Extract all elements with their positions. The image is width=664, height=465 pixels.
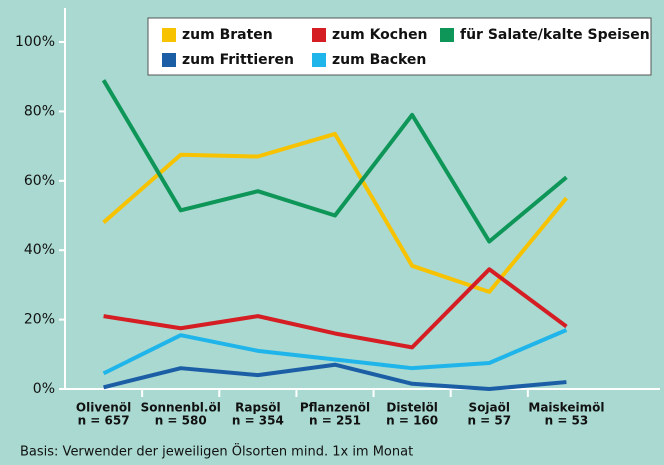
- y-tick-label: 20%: [24, 312, 55, 328]
- legend-label: zum Braten: [182, 27, 273, 43]
- x-tick-label: n = 354: [232, 414, 284, 428]
- x-tick-label: n = 57: [467, 414, 511, 428]
- x-tick-label: Maiskeimöl: [528, 401, 604, 415]
- x-tick-label: Olivenöl: [76, 401, 131, 415]
- x-tick-label: Pflanzenöl: [300, 401, 370, 415]
- x-tick-label: Distelöl: [386, 401, 438, 415]
- y-tick-label: 60%: [24, 173, 55, 189]
- legend-swatch: [440, 28, 454, 42]
- line-series: [101, 79, 568, 244]
- note: Basis: Verwender der jeweiligen Ölsorten…: [20, 443, 413, 460]
- legend-swatch: [312, 53, 326, 67]
- x-tick-label: n = 580: [155, 414, 207, 428]
- legend-swatch: [312, 28, 326, 42]
- legend-swatch: [162, 28, 176, 42]
- y-tick-label: 0%: [33, 381, 55, 397]
- line-series: [102, 328, 568, 376]
- x-tick-label: Rapsöl: [235, 401, 280, 415]
- y-tick-label: 80%: [24, 103, 55, 119]
- legend-label: zum Backen: [332, 52, 426, 68]
- line-series: [102, 131, 568, 294]
- x-tick-label: Sojaöl: [469, 401, 510, 415]
- legend-swatch: [162, 53, 176, 67]
- y-tick-label: 100%: [15, 34, 55, 50]
- legend-box: [147, 17, 652, 76]
- x-tick-label: n = 251: [309, 414, 361, 428]
- legend-label: für Salate/kalte Speisen: [460, 27, 650, 43]
- line-series: [103, 362, 567, 391]
- x-tick-label: Sonnenbl.öl: [141, 401, 221, 415]
- legend-label: zum Frittieren: [182, 52, 294, 68]
- x-tick-label: n = 657: [78, 414, 130, 428]
- x-tick-label: n = 53: [545, 414, 589, 428]
- legend-label: zum Kochen: [332, 27, 428, 43]
- x-tick-label: n = 160: [386, 414, 438, 428]
- line-series: [103, 267, 568, 350]
- y-tick-label: 40%: [24, 242, 55, 258]
